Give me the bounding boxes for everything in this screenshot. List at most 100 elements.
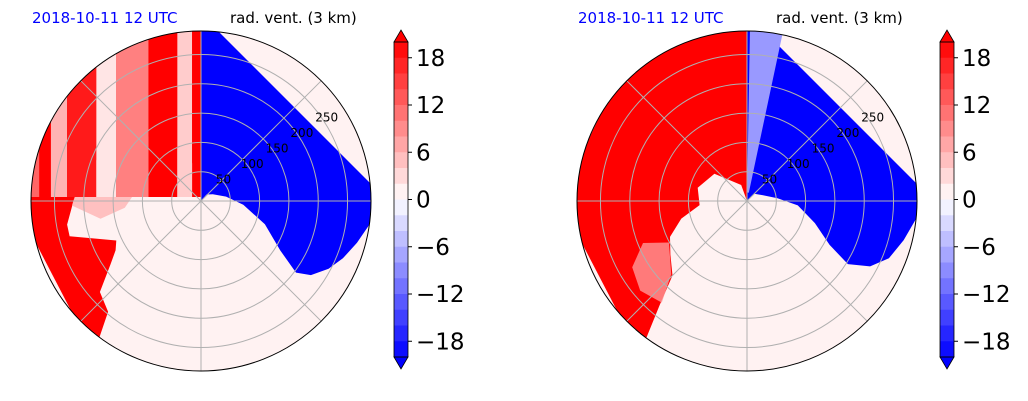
- streak: [31, 31, 40, 197]
- colorbar-segment: [940, 294, 954, 311]
- streak: [96, 31, 116, 197]
- colorbar-tick-label: −6: [962, 235, 996, 261]
- colorbar-segment: [940, 278, 954, 295]
- colorbar-tick-label: 6: [962, 140, 977, 166]
- streak: [148, 31, 178, 197]
- colorbar-segment: [394, 120, 408, 137]
- azimuth-line: [200, 80, 322, 202]
- colorbar-segment: [940, 309, 954, 326]
- streak: [39, 31, 51, 197]
- azimuth-line: [80, 80, 202, 202]
- colorbar-segment: [940, 199, 954, 216]
- streak: [192, 31, 201, 197]
- colorbar-segment: [394, 168, 408, 185]
- colorbar-extend-min: [939, 356, 955, 370]
- azimuth-line: [626, 80, 748, 202]
- colorbar-segment: [394, 73, 408, 90]
- colorbar-segment: [394, 89, 408, 106]
- streak: [67, 31, 97, 197]
- colorbar-segment: [940, 341, 954, 358]
- outbound-region: [747, 31, 917, 267]
- colorbar-segment: [394, 199, 408, 216]
- colorbar-segment: [394, 215, 408, 232]
- colorbar-tick-label: −18: [416, 329, 465, 355]
- streak: [177, 31, 193, 197]
- azimuth-line: [746, 200, 868, 322]
- colorbar-segment: [940, 246, 954, 263]
- colorbar-tick-label: −12: [416, 282, 465, 308]
- panel-field-title: rad. vent. (3 km): [776, 9, 903, 27]
- colorbar-segment: [394, 309, 408, 326]
- colorbar-segment: [940, 136, 954, 153]
- colorbar-tick-label: −12: [962, 282, 1011, 308]
- colorbar-segment: [394, 136, 408, 153]
- polar-rim: [576, 30, 918, 372]
- colorbar-left: 18 12 6 0 −6 −12 −18: [393, 29, 465, 370]
- colorbar-extend-max: [393, 29, 409, 43]
- colorbar-segment: [394, 341, 408, 358]
- outbound-region: [201, 31, 371, 276]
- colorbar-segment: [940, 231, 954, 248]
- colorbar-segment: [940, 120, 954, 137]
- colorbar-segment: [940, 152, 954, 169]
- inner-inbound: [198, 180, 201, 198]
- colorbar-segment: [940, 215, 954, 232]
- azimuth-line: [746, 80, 868, 202]
- colorbar-segment: [394, 294, 408, 311]
- colorbar-segment: [394, 105, 408, 122]
- colorbar-segment: [940, 89, 954, 106]
- colorbar-tick-label: 18: [962, 46, 991, 72]
- radial-tick-label: 150: [266, 141, 289, 155]
- radial-tick-label: 150: [812, 141, 835, 155]
- colorbar-segment: [394, 152, 408, 169]
- colorbar-tick-label: 0: [416, 188, 431, 214]
- polar-grid: [31, 31, 371, 371]
- colorbar-right: 18 12 6 0 −6 −12 −18: [939, 29, 1011, 370]
- colorbar-segment: [394, 231, 408, 248]
- colorbar-extend-min: [393, 356, 409, 370]
- colorbar-segment: [394, 325, 408, 342]
- outbound-pale-band: [747, 31, 785, 193]
- colorbar-segment: [394, 278, 408, 295]
- panel-field-title: rad. vent. (3 km): [230, 9, 357, 27]
- colorbar-tick-label: 12: [962, 93, 991, 119]
- radial-tick-label: 50: [762, 172, 777, 186]
- radial-tick-label: 250: [861, 110, 884, 124]
- colorbar-segment: [940, 105, 954, 122]
- polar-grid: [577, 31, 917, 371]
- panel-date: 2018-10-11 12 UTC: [578, 9, 724, 27]
- colorbar-segment: [940, 325, 954, 342]
- streak: [50, 31, 68, 197]
- inbound-region: [577, 31, 747, 355]
- radial-tick-label: 200: [836, 126, 859, 140]
- colorbar-segment: [940, 183, 954, 200]
- panel-date: 2018-10-11 12 UTC: [32, 9, 178, 27]
- colorbar-segment: [940, 42, 954, 59]
- radial-tick-label: 50: [216, 172, 231, 186]
- azimuth-line: [80, 200, 202, 322]
- colorbar-segment: [394, 183, 408, 200]
- colorbar-segment: [940, 73, 954, 90]
- colorbar-tick-label: −18: [962, 329, 1011, 355]
- inbound-transition: [632, 242, 672, 303]
- colorbar-segment: [940, 262, 954, 279]
- colorbar-tick-label: −6: [416, 235, 450, 261]
- colorbar-segment: [394, 57, 408, 74]
- colorbar-tick-label: 12: [416, 93, 445, 119]
- colorbar-extend-max: [939, 29, 955, 43]
- colorbar-tick-label: 6: [416, 140, 431, 166]
- colorbar-segment: [940, 168, 954, 185]
- azimuth-line: [626, 200, 748, 322]
- radial-tick-label: 100: [241, 157, 264, 171]
- velocity-streaks: [31, 31, 201, 197]
- radial-tick-label: 100: [787, 157, 810, 171]
- colorbar-segment: [940, 57, 954, 74]
- colorbar-segment: [394, 262, 408, 279]
- radial-tick-label: 200: [290, 126, 313, 140]
- colorbar-segment: [394, 42, 408, 59]
- radial-tick-label: 250: [315, 110, 338, 124]
- colorbar-tick-label: 0: [962, 188, 977, 214]
